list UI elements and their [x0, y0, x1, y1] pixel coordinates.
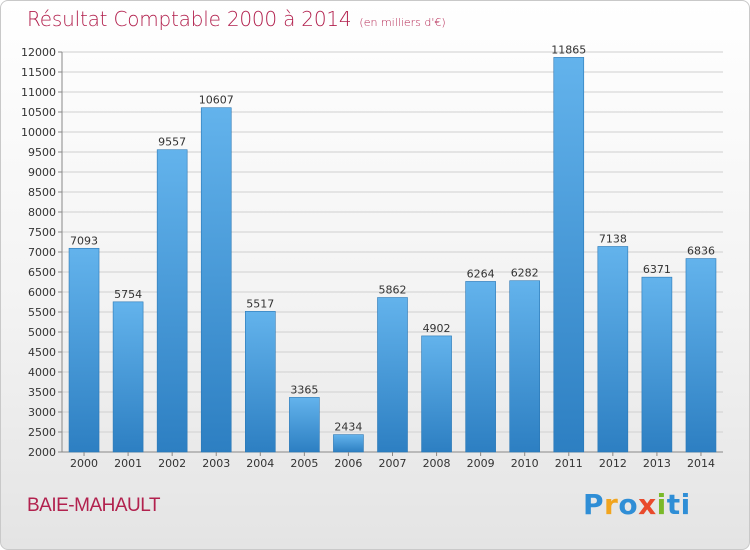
y-tick-label: 10000	[21, 126, 56, 139]
y-tick-label: 9000	[28, 166, 56, 179]
y-tick-label: 2000	[28, 446, 56, 459]
bar-value-label: 5517	[246, 297, 274, 310]
y-tick-labels: 2000 2500 3000 3500 4000 4500 5000 5500 6000 6500…	[21, 46, 56, 459]
bar-value-label: 5862	[379, 284, 407, 297]
proxiti-logo: Proxiti	[583, 488, 691, 521]
bar-value-label: 11865	[551, 43, 586, 56]
bar-2002	[156, 149, 188, 453]
logo-letter: o	[618, 488, 639, 521]
bar-2009	[465, 281, 496, 453]
x-tick-label: 2007	[379, 457, 407, 470]
y-tick-label: 7500	[28, 226, 56, 239]
place-name: BAIE-MAHAULT	[27, 495, 161, 516]
x-tick-label: 2006	[334, 457, 362, 470]
bars	[68, 57, 717, 453]
y-tick-label: 7000	[28, 246, 56, 259]
bar-2003	[200, 107, 232, 453]
bar-2000	[68, 247, 100, 453]
y-tick-label: 3000	[28, 406, 56, 419]
y-tick-label: 8500	[28, 186, 56, 199]
chart-title: Résultat Comptable 2000 à 2014 (en millie…	[27, 7, 446, 31]
x-tick-label: 2004	[246, 457, 274, 470]
y-tick-label: 12000	[21, 46, 56, 59]
bar-value-label: 5754	[114, 288, 142, 301]
logo-letter: i	[656, 488, 667, 521]
bar-2005	[289, 397, 320, 453]
y-tick-label: 5000	[28, 326, 56, 339]
y-tick-label: 3500	[28, 386, 56, 399]
x-tick-labels: 2000 2001 2002 2003 2004 2005 2006 2007 2008 2009…	[70, 452, 715, 470]
bar-value-label: 4902	[423, 322, 451, 335]
x-tick-label: 2005	[290, 457, 318, 470]
bar-value-labels: 7093 5754 9557 10607 5517 3365 2434 5862 4902 626…	[70, 43, 715, 433]
logo-letter: P	[583, 488, 605, 521]
x-tick-label: 2003	[202, 457, 230, 470]
x-tick-label: 2008	[423, 457, 451, 470]
bar-value-label: 7138	[599, 232, 627, 245]
x-tick-label: 2010	[511, 457, 539, 470]
bar-value-label: 6282	[511, 267, 539, 280]
x-tick-label: 2012	[599, 457, 627, 470]
bar-2008	[421, 335, 452, 453]
bar-value-label: 7093	[70, 234, 98, 247]
chart-unit: (en milliers d'€)	[359, 16, 446, 29]
y-tick-label: 9500	[28, 146, 56, 159]
bar-2006	[333, 434, 364, 453]
bar-2004	[245, 311, 276, 453]
x-tick-label: 2009	[467, 457, 495, 470]
bar-value-label: 10607	[199, 94, 234, 107]
bar-value-label: 6836	[687, 245, 715, 258]
x-tick-label: 2013	[643, 457, 671, 470]
bar-2014	[685, 258, 717, 453]
logo-letter: x	[638, 488, 657, 521]
bar-2010	[509, 280, 541, 453]
bar-value-label: 2434	[334, 421, 362, 434]
x-tick-label: 2011	[555, 457, 583, 470]
y-tick-label: 2500	[28, 426, 56, 439]
logo-letter: r	[604, 488, 619, 521]
y-tick-label: 4000	[28, 366, 56, 379]
logo-letter: t	[666, 488, 681, 521]
bar-2011	[553, 57, 585, 453]
x-tick-label: 2002	[158, 457, 186, 470]
y-tick-label: 6000	[28, 286, 56, 299]
y-tick-label: 4500	[28, 346, 56, 359]
bar-value-label: 3365	[290, 383, 318, 396]
y-tick-label: 10500	[21, 106, 56, 119]
bar-2001	[112, 301, 144, 453]
y-tick-label: 8000	[28, 206, 56, 219]
bar-2012	[597, 246, 629, 453]
bar-2013	[641, 276, 673, 453]
y-tick-label: 6500	[28, 266, 56, 279]
y-tick-label: 11000	[21, 86, 56, 99]
x-tick-label: 2000	[70, 457, 98, 470]
chart-title-text: Résultat Comptable 2000 à 2014	[27, 7, 352, 31]
bar-value-label: 6371	[643, 263, 671, 276]
bar-2007	[377, 297, 408, 453]
y-tick-label: 11500	[21, 66, 56, 79]
bar-value-label: 9557	[158, 136, 186, 149]
x-tick-label: 2001	[114, 457, 142, 470]
y-tick-label: 5500	[28, 306, 56, 319]
bar-value-label: 6264	[467, 267, 495, 280]
x-tick-label: 2014	[687, 457, 715, 470]
logo-letter: i	[680, 488, 691, 521]
